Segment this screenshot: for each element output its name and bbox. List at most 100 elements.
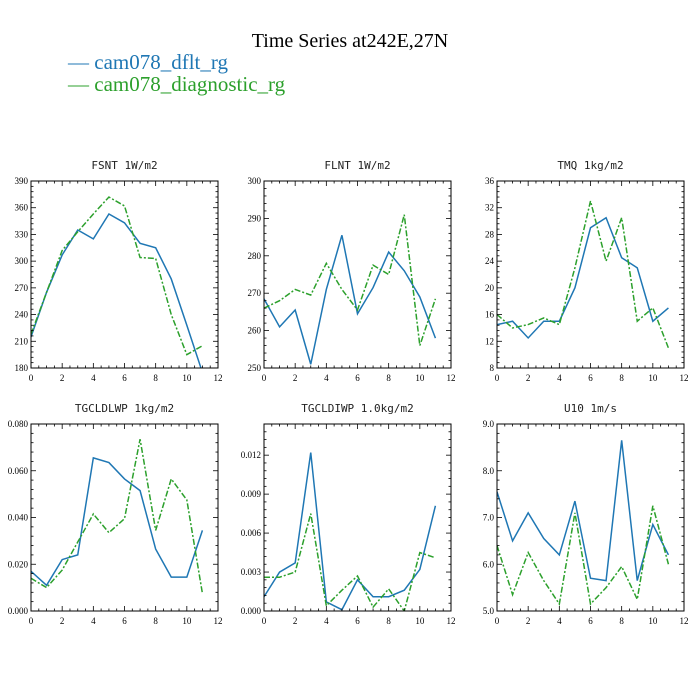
series-line-0 — [264, 235, 437, 365]
series-line-1 — [497, 200, 670, 349]
x-tick-label: 10 — [182, 616, 192, 626]
plot-frame — [30, 180, 219, 369]
x-tick-label: 10 — [648, 616, 658, 626]
x-tick-label: 2 — [60, 373, 65, 383]
y-tick-label: 250 — [248, 363, 262, 373]
y-tick-label: 8 — [490, 363, 495, 373]
x-tick-label: 6 — [122, 373, 127, 383]
x-tick-label: 0 — [262, 616, 267, 626]
x-tick-label: 2 — [293, 616, 298, 626]
plot-frame — [496, 180, 685, 369]
panel-5: U10 1m/s 0 2 4 6 8 10 12 5.0 6.0 7.0 8.0 9.0 — [483, 402, 689, 626]
y-tick-label: 270 — [248, 288, 262, 298]
x-tick-label: 8 — [386, 373, 391, 383]
panel-title: FLNT 1W/m2 — [324, 159, 390, 172]
x-tick-label: 8 — [619, 373, 624, 383]
panel-4: TGCLDIWP 1.0kg/m2 0 2 4 6 8 10 12 0.000 0.003 0.00… — [241, 402, 456, 626]
y-tick-label: 8.0 — [483, 466, 495, 476]
panel-title: U10 1m/s — [564, 402, 617, 415]
series-line-1 — [264, 513, 436, 611]
y-tick-label: 5.0 — [483, 606, 495, 616]
y-tick-label: 390 — [15, 176, 29, 186]
plot-frame — [263, 423, 452, 612]
x-tick-label: 4 — [91, 373, 96, 383]
y-tick-label: 0.012 — [241, 450, 261, 460]
series-line-1 — [31, 439, 204, 594]
x-tick-label: 6 — [355, 373, 360, 383]
x-tick-label: 2 — [526, 373, 531, 383]
x-tick-label: 10 — [182, 373, 192, 383]
series-line-0 — [31, 212, 202, 368]
y-tick-label: 0.009 — [241, 489, 262, 499]
x-tick-label: 6 — [355, 616, 360, 626]
y-tick-label: 270 — [15, 283, 29, 293]
x-tick-label: 4 — [324, 373, 329, 383]
y-tick-label: 0.006 — [241, 528, 262, 538]
legend-entry-dflt: — cam078_dflt_rg — [68, 50, 229, 74]
x-tick-label: 8 — [153, 616, 158, 626]
y-tick-label: 28 — [485, 229, 495, 239]
y-tick-label: 300 — [15, 256, 29, 266]
x-tick-label: 10 — [648, 373, 658, 383]
series-line-0 — [264, 452, 437, 611]
x-tick-label: 12 — [447, 616, 456, 626]
x-tick-label: 6 — [588, 373, 593, 383]
x-tick-label: 0 — [495, 616, 500, 626]
y-tick-label: 6.0 — [483, 559, 495, 569]
x-tick-label: 12 — [214, 616, 223, 626]
panel-title: FSNT 1W/m2 — [91, 159, 157, 172]
series-line-1 — [264, 214, 437, 346]
x-tick-label: 12 — [680, 616, 689, 626]
y-tick-label: 210 — [15, 336, 29, 346]
x-tick-label: 12 — [680, 373, 689, 383]
x-tick-label: 12 — [447, 373, 456, 383]
y-tick-label: 240 — [15, 310, 29, 320]
legend-entry-diagnostic: — cam078_diagnostic_rg — [68, 72, 286, 96]
x-tick-label: 6 — [122, 616, 127, 626]
y-tick-label: 0.000 — [8, 606, 29, 616]
x-tick-label: 6 — [588, 616, 593, 626]
panel-title: TMQ 1kg/m2 — [557, 159, 623, 172]
y-tick-label: 24 — [485, 256, 495, 266]
x-tick-label: 12 — [214, 373, 223, 383]
y-tick-label: 0.000 — [241, 606, 262, 616]
series-line-0 — [31, 456, 204, 587]
x-tick-label: 2 — [526, 616, 531, 626]
series-line-0 — [497, 440, 670, 582]
series-line-0 — [497, 216, 669, 340]
y-tick-label: 9.0 — [483, 419, 495, 429]
y-tick-label: 360 — [15, 203, 29, 213]
x-tick-label: 2 — [60, 616, 65, 626]
y-tick-label: 0.060 — [8, 466, 29, 476]
x-tick-label: 4 — [557, 373, 562, 383]
x-tick-label: 8 — [386, 616, 391, 626]
y-tick-label: 12 — [485, 336, 494, 346]
x-tick-label: 8 — [619, 616, 624, 626]
y-tick-label: 0.020 — [8, 559, 29, 569]
x-tick-label: 0 — [262, 373, 267, 383]
panel-1: FLNT 1W/m2 0 2 4 6 8 10 12 250 260 270 280 290 300 — [248, 159, 456, 383]
y-tick-label: 0.080 — [8, 419, 29, 429]
x-tick-label: 4 — [91, 616, 96, 626]
panel-0: FSNT 1W/m2 0 2 4 6 8 10 12 180 210 240 270 300 330 360… — [15, 159, 223, 383]
y-tick-label: 20 — [485, 283, 495, 293]
y-tick-label: 0.040 — [8, 513, 29, 523]
series-line-1 — [31, 196, 203, 356]
y-tick-label: 280 — [248, 251, 262, 261]
panel-title: TGCLDIWP 1.0kg/m2 — [301, 402, 414, 415]
x-tick-label: 0 — [29, 616, 34, 626]
x-tick-label: 2 — [293, 373, 298, 383]
y-tick-label: 7.0 — [483, 513, 495, 523]
y-tick-label: 300 — [248, 176, 262, 186]
y-tick-label: 0.003 — [241, 567, 262, 577]
y-tick-label: 260 — [248, 326, 262, 336]
x-tick-label: 10 — [415, 616, 425, 626]
x-tick-label: 4 — [324, 616, 329, 626]
x-tick-label: 8 — [153, 373, 158, 383]
figure-title: Time Series at242E,27N — [251, 30, 449, 52]
panel-title: TGCLDLWP 1kg/m2 — [75, 402, 174, 415]
y-tick-label: 16 — [485, 310, 495, 320]
y-tick-label: 180 — [15, 363, 29, 373]
x-tick-label: 0 — [495, 373, 500, 383]
